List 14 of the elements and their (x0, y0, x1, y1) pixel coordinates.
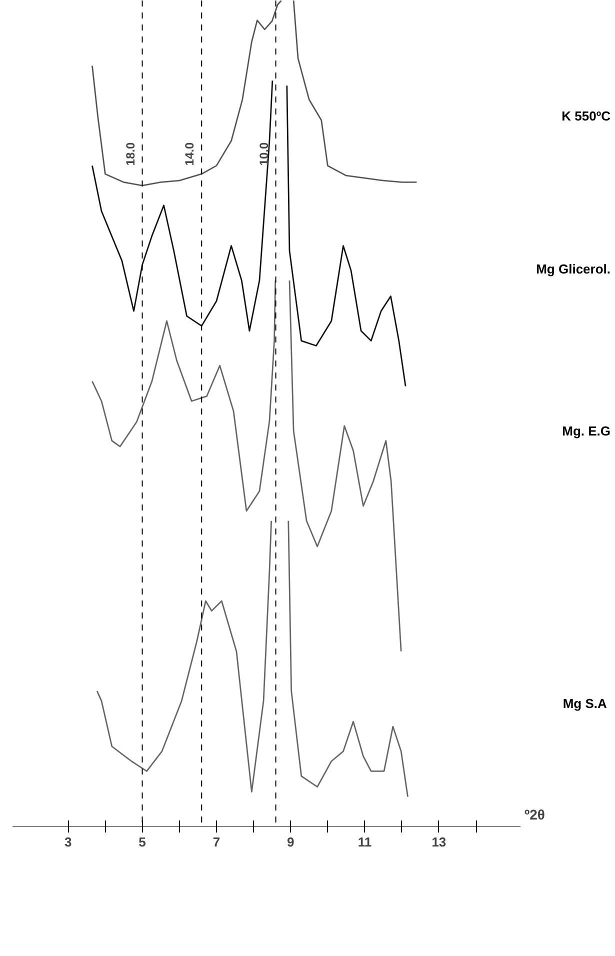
x-tick-label: 3 (64, 834, 72, 850)
text: K 550ºC (562, 108, 612, 124)
x-tick-label: 5 (138, 834, 146, 850)
text: Mg. E.G (562, 424, 610, 439)
x-axis-title: º2θ (524, 806, 545, 822)
annotation: 14.0 (182, 142, 197, 166)
annotation: 18.0 (123, 142, 138, 166)
x-tick-label: 13 (432, 834, 446, 850)
x-tick-label: 9 (286, 834, 294, 850)
x-tick-label: 7 (212, 834, 220, 850)
annotation: 10.0 (256, 142, 271, 166)
text: Mg Glicerol. (536, 262, 611, 277)
x-tick-label: 11 (358, 834, 372, 850)
text: Mg S.A (562, 696, 608, 711)
